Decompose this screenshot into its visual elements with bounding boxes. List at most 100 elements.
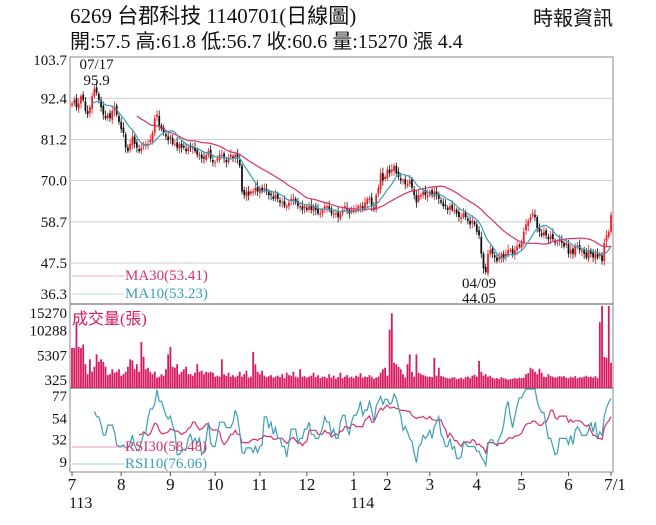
candle-body (538, 226, 541, 232)
volume-bar (605, 357, 608, 388)
candle-body (446, 207, 449, 210)
candle-body (442, 202, 445, 207)
candle-body (469, 220, 471, 225)
candle-body (167, 136, 170, 141)
candle-body (596, 253, 599, 258)
volume-bar (276, 375, 279, 388)
candle-body (252, 191, 255, 193)
volume-bar (366, 377, 369, 388)
candle-body (321, 209, 324, 214)
x-tick-label: 1 (350, 475, 359, 494)
candle-body (140, 147, 143, 152)
volume-bar (408, 354, 411, 388)
volume-bar (335, 378, 337, 388)
candle-body (203, 157, 205, 159)
volume-bar (252, 351, 255, 388)
volume-bar (198, 371, 201, 388)
candle-body (610, 214, 612, 232)
candle-body (482, 253, 485, 269)
volume-bar (91, 371, 94, 388)
volume-bar (288, 375, 290, 388)
volume-bar (473, 374, 476, 388)
legend-ma30: MA30(53.41) (125, 268, 208, 284)
candle-body (135, 142, 138, 148)
volume-bar (247, 377, 250, 388)
volume-bar (359, 373, 362, 388)
volume-bar (574, 376, 577, 388)
x-tick-label: 6 (564, 475, 573, 494)
volume-bar (236, 375, 239, 388)
volume-bar (462, 379, 465, 388)
volume-bar (466, 376, 469, 388)
candle-body (444, 204, 447, 207)
volume-bar (419, 374, 422, 388)
volume-bar (478, 360, 480, 388)
volume-bar (375, 377, 378, 388)
candle-body (583, 250, 586, 254)
candle-body (310, 204, 313, 210)
volume-bar (442, 376, 445, 388)
legend-ma10: MA10(53.23) (125, 286, 208, 302)
candle-body (133, 136, 136, 144)
candle-body (185, 148, 187, 152)
volume-bar (547, 374, 550, 388)
price-tick-label: 103.7 (33, 53, 67, 69)
candle-body (196, 149, 199, 155)
candle-body (279, 200, 281, 203)
candle-body (109, 113, 111, 119)
candle-body (261, 187, 264, 192)
candle-body (165, 134, 167, 137)
candle-body (381, 173, 384, 181)
volume-bar (343, 376, 346, 388)
volume-bar (504, 378, 507, 388)
candle-body (455, 209, 458, 214)
x-tick-label: 8 (117, 475, 126, 494)
candle-body (509, 250, 512, 252)
volume-bar (156, 377, 158, 388)
candle-body (453, 209, 456, 212)
x-tick-label: 9 (166, 475, 175, 494)
volume-bar (355, 375, 357, 388)
volume-bar (341, 378, 344, 388)
volume-bar (299, 369, 302, 388)
candle-body (187, 147, 190, 152)
candle-body (589, 250, 592, 254)
x-tick-label: 2 (383, 475, 392, 494)
volume-bar (165, 369, 167, 388)
year-label: 114 (351, 495, 374, 512)
candle-body (147, 143, 149, 145)
candle-body (574, 246, 577, 256)
volume-bar (189, 374, 192, 388)
candle-body (543, 231, 545, 236)
volume-bar (279, 377, 281, 388)
candle-body (516, 246, 518, 251)
candle-body (366, 198, 369, 204)
volume-bar (209, 371, 212, 388)
volume-bar (200, 370, 203, 388)
candle-body (225, 159, 228, 163)
chart-title: 6269 台郡科技 1140701(日線圖) (70, 4, 357, 28)
candle-body (191, 147, 194, 149)
ma30-line (136, 115, 612, 248)
candle-body (603, 242, 606, 262)
candle-body (243, 190, 246, 196)
candle-body (522, 231, 525, 243)
candle-body (419, 195, 422, 197)
volume-bar (534, 371, 536, 388)
volume-bar (171, 366, 174, 388)
candle-body (97, 94, 100, 100)
volume-bar (182, 369, 185, 388)
candle-body (556, 242, 559, 244)
volume-bar (368, 375, 371, 388)
candle-body (194, 147, 196, 152)
volume-bar (489, 375, 492, 388)
candle-body (162, 127, 165, 133)
candle-body (408, 180, 411, 185)
legend-rsi10: RSI10(76.06) (125, 456, 207, 472)
candle-body (270, 193, 272, 196)
candle-body (337, 212, 340, 218)
volume-bar (440, 376, 442, 388)
volume-bar (167, 354, 170, 388)
volume-bar (460, 377, 463, 388)
